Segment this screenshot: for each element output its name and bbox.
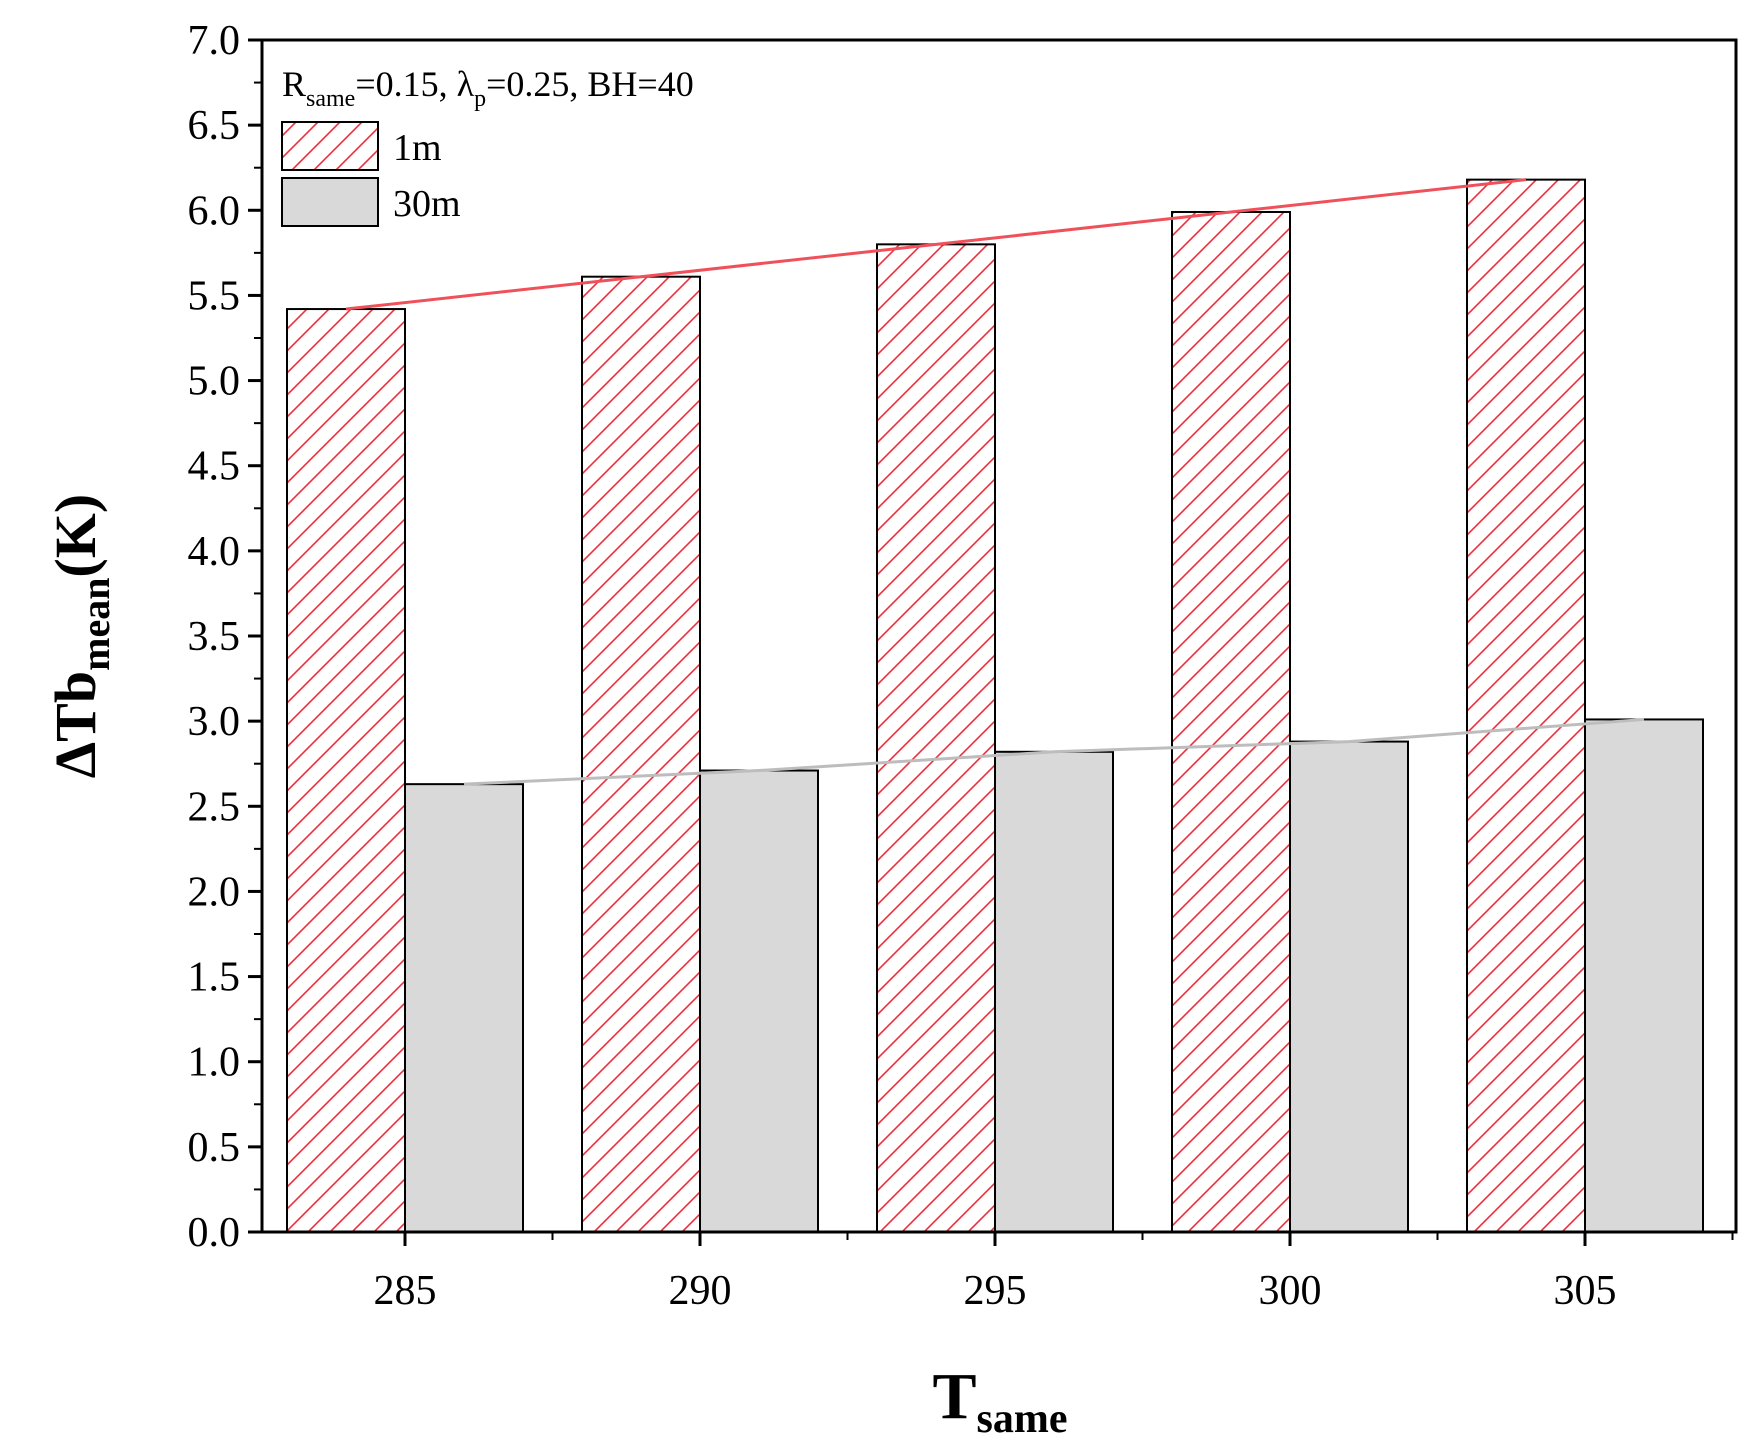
trend-line-1m	[345, 178, 1527, 311]
y-axis-title-prefix: ΔTb	[43, 671, 108, 778]
trend-line-30m	[463, 717, 1645, 786]
y-tick-label: 5.0	[188, 359, 241, 405]
y-tick-label: 1.5	[188, 955, 241, 1001]
y-tick-label: 3.0	[188, 699, 241, 745]
y-tick-label: 5.5	[188, 273, 241, 319]
y-axis: 0.0 0.5 1.0 1.5 2.0 2.5 3.0 3.5 4.0 4.5 5.0 5.5 6.0 6…	[188, 18, 262, 1256]
x-axis-title-sub: same	[977, 1396, 1068, 1442]
x-tick-label: 290	[669, 1268, 732, 1314]
bar-1m-290	[581, 275, 701, 1233]
trend-layer	[345, 178, 1645, 786]
bar-30m-305	[1584, 718, 1704, 1233]
x-tick-label: 300	[1259, 1268, 1322, 1314]
annotation-lambda: λ	[457, 64, 475, 104]
bar-30m-285	[404, 783, 524, 1233]
x-tick-label: 305	[1554, 1268, 1617, 1314]
x-axis-title-main: T	[932, 1360, 976, 1433]
annotation-text: Rsame=0.15, λp=0.25, BH=40	[282, 64, 694, 112]
annotation-lambda-val: =0.25, BH=40	[486, 64, 694, 104]
x-tick-label: 285	[374, 1268, 437, 1314]
y-tick-label: 3.5	[188, 614, 241, 660]
y-tick-label: 1.0	[188, 1040, 241, 1086]
annotation-r: R	[282, 64, 306, 104]
legend-swatch-30m	[281, 177, 379, 227]
annotation-r-val: =0.15,	[355, 64, 456, 104]
y-tick-label: 4.0	[188, 529, 241, 575]
bar-30m-300	[1289, 740, 1409, 1233]
bar-1m-295	[876, 243, 996, 1234]
x-axis: 285 290 295 300 305	[374, 1232, 1734, 1314]
y-tick-label: 0.5	[188, 1125, 241, 1171]
y-axis-title-suffix: (K)	[43, 494, 108, 578]
y-tick-label: 2.5	[188, 784, 241, 830]
legend-label-30m: 30m	[393, 183, 461, 225]
bars-layer	[286, 178, 1704, 1234]
x-tick-label: 295	[964, 1268, 1027, 1314]
bar-30m-290	[699, 769, 819, 1233]
y-tick-label: 6.5	[188, 103, 241, 149]
y-tick-label: 4.5	[188, 444, 241, 490]
annotation-r-sub: same	[306, 86, 355, 112]
y-tick-label: 2.0	[188, 869, 241, 915]
y-axis-title-sub: mean	[73, 578, 118, 671]
y-tick-label: 0.0	[188, 1210, 241, 1256]
x-axis-title: Tsame	[932, 1360, 1067, 1442]
bar-30m-295	[994, 750, 1114, 1234]
annotation-lambda-sub: p	[474, 86, 486, 112]
legend: 1m 30m	[281, 121, 461, 227]
legend-swatch-1m	[281, 121, 379, 171]
legend-label-1m: 1m	[393, 127, 442, 169]
bar-1m-305	[1466, 178, 1586, 1234]
y-tick-label: 6.0	[188, 188, 241, 234]
bar-1m-300	[1171, 210, 1291, 1233]
bar-1m-285	[286, 308, 406, 1233]
y-axis-title: ΔTbmean(K)	[43, 494, 118, 778]
y-tick-label: 7.0	[188, 18, 241, 64]
